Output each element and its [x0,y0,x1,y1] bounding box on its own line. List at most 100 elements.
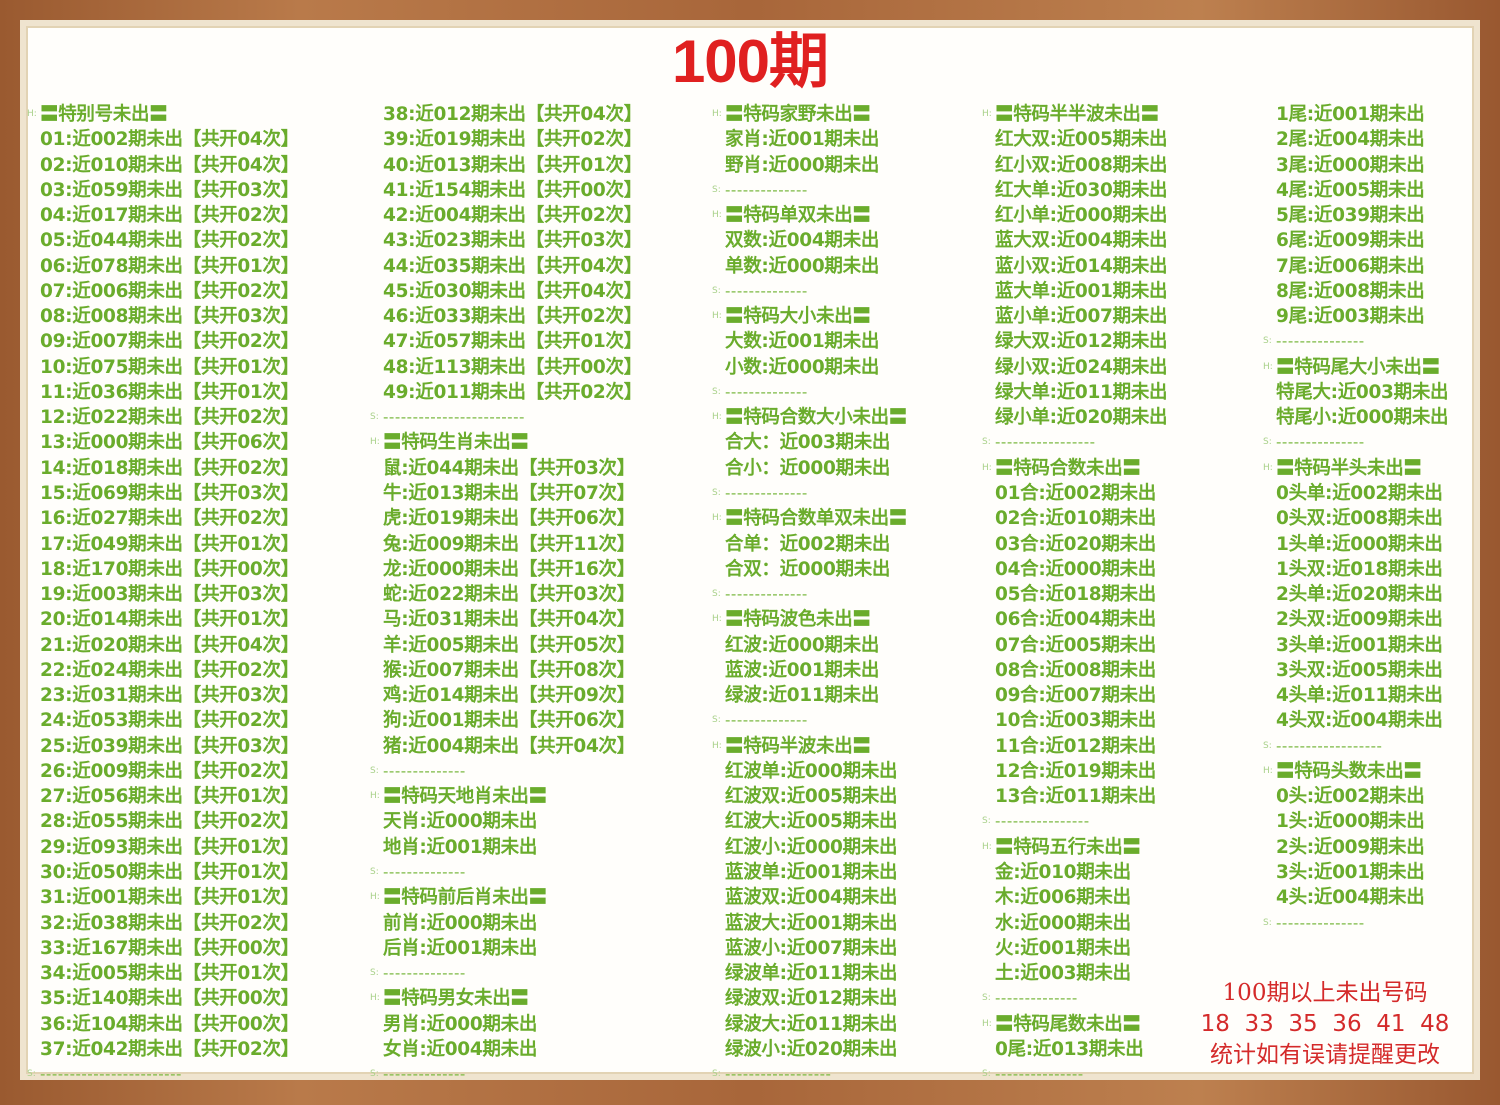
list-item: 虎:近019期未出【共开06次】 [383,508,635,530]
list-item: 8尾:近008期未出 [1276,280,1425,302]
separator: S: -------------- [370,759,642,784]
line-type-marker: S: [712,715,721,726]
list-item: 绿波单:近011期未出 [725,963,898,985]
section-header: H: 〓特码半波未出〓 [712,734,907,759]
line-type-marker: S: [712,589,721,600]
list-item: 后肖:近001期未出 [383,937,538,959]
list-item: 红小双:近008期未出 [995,154,1168,176]
list-item: 29:近093期未出【共开01次】 [40,836,299,858]
list-item: 合双：近000期未出 [725,558,891,580]
list-item: 4头单:近011期未出 [1276,685,1443,707]
line-type-marker: H: [370,993,380,1004]
list-item: 17:近049期未出【共开01次】 [40,533,299,555]
list-item: 双数:近004期未出 [725,230,880,252]
list-item: 猪:近004期未出【共开04次】 [383,735,635,757]
list-item: 前肖:近000期未出 [383,912,538,934]
list-item: 4头双:近004期未出 [1276,710,1443,732]
section-header: H: 〓特码前后肖未出〓 [370,885,642,910]
list-item: 13:近000期未出【共开06次】 [40,432,299,454]
line-type-marker: H: [370,892,380,903]
list-item: 地肖:近001期未出 [383,836,538,858]
list-item: 09合:近007期未出 [995,685,1156,707]
separator: S: ------------------ [712,1062,907,1087]
list-item: 特尾大:近003期未出 [1276,381,1449,403]
page-title: 100期 [671,28,829,95]
separator: S: -------------- [712,481,907,506]
separator: S: ---------------- [982,809,1167,834]
section-header: H: 〓特码合数大小未出〓 [712,405,907,430]
list-item: 6尾:近009期未出 [1276,230,1425,252]
list-item: 单数:近000期未出 [725,255,880,277]
line-type-marker: H: [982,841,992,852]
list-item: 3尾:近000期未出 [1276,154,1425,176]
list-item: 蓝波单:近001期未出 [725,861,898,883]
list-item: 鸡:近014期未出【共开09次】 [383,685,635,707]
list-item: 蓝大单:近001期未出 [995,280,1168,302]
line-type-marker: H: [712,614,722,625]
list-item: 合单：近002期未出 [725,533,891,555]
separator: S: ------------------------ [27,1062,299,1087]
separator: S: --------------- [1263,430,1448,455]
list-item: 08合:近008期未出 [995,659,1156,681]
list-item: 1头单:近000期未出 [1276,533,1443,555]
list-item: 3头单:近001期未出 [1276,634,1443,656]
section-header: H: 〓特码天地肖未出〓 [370,784,642,809]
line-type-marker: H: [712,109,722,119]
list-item: 42:近004期未出【共开02次】 [383,205,642,227]
separator: S: -------------- [370,961,642,986]
list-item: 04:近017期未出【共开02次】 [40,205,299,227]
section-header: H: 〓特码合数单双未出〓 [712,506,907,531]
list-item: 11:近036期未出【共开01次】 [40,381,299,403]
list-item: 木:近006期未出 [995,887,1131,909]
list-item: 蓝小双:近014期未出 [995,255,1168,277]
line-type-marker: S: [982,993,991,1004]
list-item: 天肖:近000期未出 [383,811,538,833]
line-type-marker: S: [712,184,721,195]
list-item: 龙:近000期未出【共开16次】 [383,558,635,580]
section-header: H: 〓特码合数未出〓 [982,456,1167,481]
list-item: 36:近104期未出【共开00次】 [40,1013,299,1035]
list-item: 特尾小:近000期未出 [1276,407,1449,429]
list-item: 33:近167期未出【共开00次】 [40,937,299,959]
list-item: 02:近010期未出【共开04次】 [40,154,299,176]
separator: S: ------------------ [1263,734,1448,759]
list-item: 1尾:近001期未出 [1276,104,1425,125]
section-header: H: 〓特码五行未出〓 [982,835,1167,860]
section-header: H: 〓特码波色未出〓 [712,607,907,632]
list-item: 兔:近009期未出【共开11次】 [383,533,635,555]
list-item: 合小：近000期未出 [725,457,891,479]
line-type-marker: S: [1263,336,1272,347]
list-item: 49:近011期未出【共开02次】 [383,381,642,403]
list-item: 18:近170期未出【共开00次】 [40,558,299,580]
list-item: 1头双:近018期未出 [1276,558,1443,580]
list-item: 红波小:近000期未出 [725,836,898,858]
separator: S: --------------- [982,1062,1167,1087]
list-item: 3头:近001期未出 [1276,861,1425,883]
list-item: 鼠:近044期未出【共开03次】 [383,457,635,479]
list-item: 39:近019期未出【共开02次】 [383,129,642,151]
line-type-marker: S: [370,866,379,877]
list-item: 红波双:近005期未出 [725,786,898,808]
line-type-marker: S: [712,285,721,296]
list-item: 46:近033期未出【共开02次】 [383,306,642,328]
note-disclaimer: 统计如有误请提醒更改 [1210,1042,1440,1068]
list-item: 37:近042期未出【共开02次】 [40,1038,299,1060]
line-type-marker: S: [982,1069,991,1080]
list-item: 07:近006期未出【共开02次】 [40,280,299,302]
list-item: 43:近023期未出【共开03次】 [383,230,642,252]
separator: S: -------------- [712,178,907,203]
list-item: 绿波双:近012期未出 [725,988,898,1010]
section-header: H: 〓特码尾数未出〓 [982,1012,1167,1037]
list-item: 女肖:近004期未出 [383,1038,538,1060]
separator: S: -------------- [712,380,907,405]
list-item: 绿小单:近020期未出 [995,407,1168,429]
list-item: 12合:近019期未出 [995,760,1156,782]
list-item: 蓝波大:近001期未出 [725,912,898,934]
list-item: 蓝波双:近004期未出 [725,887,898,909]
line-type-marker: H: [712,740,722,751]
list-item: 03:近059期未出【共开03次】 [40,179,299,201]
line-type-marker: S: [1263,437,1272,448]
list-item: 土:近003期未出 [995,963,1131,985]
list-item: 15:近069期未出【共开03次】 [40,482,299,504]
list-item: 09:近007期未出【共开02次】 [40,331,299,353]
